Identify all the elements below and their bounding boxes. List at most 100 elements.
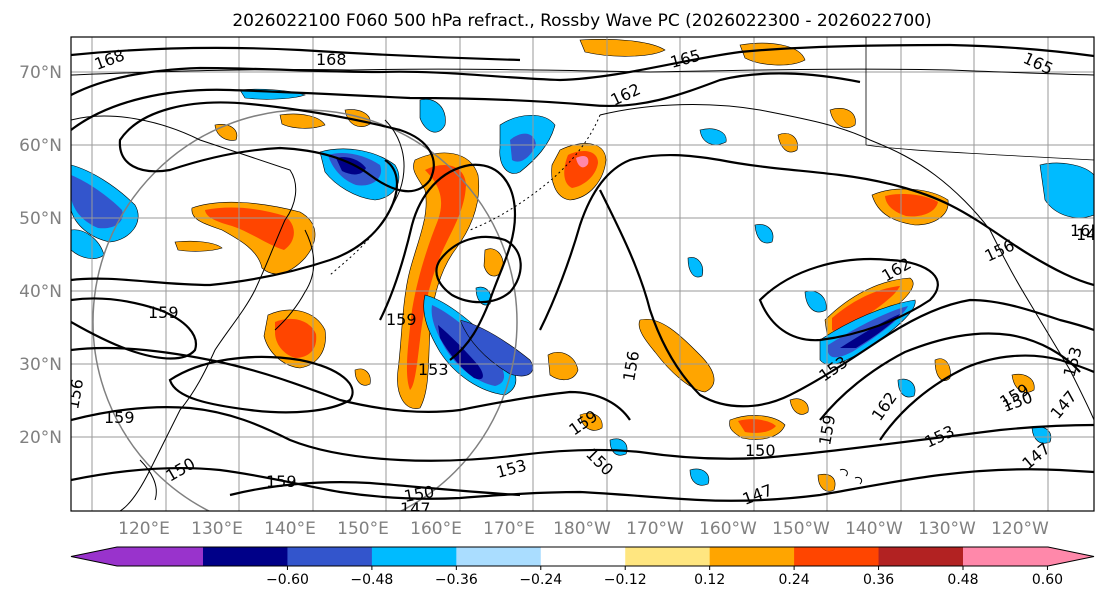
shade-warm-n-bering: [279, 113, 326, 129]
coast-philippines: [139, 459, 157, 501]
contour-label: 159: [266, 472, 297, 491]
colorbar-segment: [878, 547, 964, 566]
contour-168: [71, 46, 521, 62]
colorbar-label: −0.60: [266, 572, 309, 588]
colorbar: −0.60 −0.48 −0.36 −0.24 −0.12 0.12 0.24 0.36 0.4…: [70, 546, 1095, 588]
shade-cool-nw2: [475, 286, 492, 306]
shade-warm-n-pole: [579, 39, 666, 57]
contour-label: 147: [400, 499, 431, 518]
contour-159-west: [71, 159, 398, 287]
shade-cool-w-edge-core: [71, 175, 123, 229]
contour-165: [71, 43, 1094, 96]
colorbar-label: 0.24: [779, 572, 810, 588]
contour-159-center: [379, 163, 517, 361]
lat-label: 70°N: [19, 63, 62, 83]
contour-label: 165: [1070, 221, 1101, 240]
contour-162-loop: [118, 101, 435, 193]
lon-label: 170°E: [483, 519, 535, 539]
contour-159-east: [819, 332, 1081, 421]
lat-label: 30°N: [19, 355, 62, 375]
colorbar-outline: [70, 546, 1095, 567]
colorbar-segment: [287, 547, 373, 566]
colorbar-segment: [963, 547, 1094, 566]
contour-label: 150: [745, 441, 776, 460]
shade-cool-mid2: [804, 290, 827, 313]
boundary-canada-us: [865, 37, 1094, 161]
contour-156-ridge: [539, 154, 1094, 331]
colorbar-segment: [709, 547, 795, 566]
contour-159-mid-loop: [435, 235, 522, 304]
longitude-labels: 120°E 130°E 140°E 150°E 160°E 170°E 180°…: [118, 519, 1049, 539]
contour-162-north: [71, 72, 861, 131]
lon-label: 120°E: [118, 519, 170, 539]
shade-cool-s3: [689, 468, 710, 486]
shade-warm-gulf-core: [885, 194, 938, 217]
colorbar-label: −0.36: [435, 572, 478, 588]
shade-cool-kuril-core: [431, 305, 505, 386]
lon-label: 150°W: [772, 519, 830, 539]
contour-label: 156: [63, 377, 87, 410]
colorbar-segment: [625, 547, 711, 566]
colorbar-label: −0.24: [519, 572, 562, 588]
contour-label: 159: [148, 303, 179, 322]
map-frame: [70, 36, 1095, 512]
contour-147-inner: [229, 481, 521, 497]
map-panel: 168 168 165 165 162 162 162 159 159 159 …: [63, 36, 1101, 518]
lat-label: 20°N: [19, 428, 62, 448]
shade-warm-s1: [579, 412, 603, 431]
coast-alaska: [599, 104, 1094, 421]
coast-asia: [71, 115, 297, 511]
colorbar-segment: [794, 547, 880, 566]
contour-label: 14: [1076, 225, 1096, 244]
lon-label: 130°W: [918, 519, 976, 539]
lat-label: 50°N: [19, 209, 62, 229]
shade-warm-ne: [829, 108, 856, 129]
colorbar-label: −0.48: [350, 572, 393, 588]
shade-cool-s2: [897, 378, 916, 398]
coast-hawaii: [839, 469, 863, 485]
shade-warm-aleutian-pink: [576, 156, 589, 168]
shade-warm-kuril-core: [406, 165, 466, 390]
lon-label: 160°W: [699, 519, 757, 539]
lon-label: 140°E: [264, 519, 316, 539]
contour-156-west-loop: [71, 297, 198, 360]
contour-150-loop-west: [168, 355, 354, 414]
shade-warm-japan-south-core: [275, 318, 317, 358]
shade-cool-n3: [699, 128, 727, 145]
shade-cool-bering-core: [510, 133, 536, 162]
shade-warm-aleutian-core: [564, 151, 598, 188]
colorbar-label: 0.36: [863, 572, 894, 588]
coast-japan: [274, 229, 315, 331]
colorbar-label: 0.60: [1032, 572, 1063, 588]
shade-cool-kuril-east: [459, 319, 534, 377]
coast-aleutian-chain: [469, 114, 601, 231]
lon-label: 160°E: [410, 519, 462, 539]
lon-label: 130°E: [191, 519, 243, 539]
lat-label: 40°N: [19, 282, 62, 302]
lon-label: 120°W: [991, 519, 1049, 539]
negative-anomaly-shading: [71, 88, 1094, 486]
colorbar-label: 0.12: [694, 572, 725, 588]
contour-156-east-loop: [758, 257, 939, 342]
colorbar-label: −0.12: [604, 572, 647, 588]
contour-162-east: [879, 354, 1094, 441]
colorbar-segment: [203, 547, 288, 566]
lat-label: 60°N: [19, 136, 62, 156]
shade-warm-east-pacific-core: [832, 286, 900, 332]
shade-cool-ne: [1039, 162, 1094, 219]
contour-label: 153: [418, 360, 449, 379]
shade-warm-se3: [354, 368, 371, 386]
contour-150: [71, 406, 1094, 462]
contour-label: 159: [104, 408, 135, 427]
shade-cool-mid3: [687, 257, 703, 278]
shade-warm-s2: [789, 398, 809, 415]
lon-label: 140°W: [845, 519, 903, 539]
shade-cool-mid: [754, 224, 774, 244]
contour-label: 168: [316, 50, 347, 69]
shade-warm-hawaii-core: [738, 419, 776, 433]
lon-label: 170°W: [626, 519, 684, 539]
colorbar-segment: [540, 547, 626, 566]
latitude-labels: 70°N 60°N 50°N 40°N 30°N 20°N: [19, 63, 62, 448]
colorbar-label: 0.48: [947, 572, 978, 588]
